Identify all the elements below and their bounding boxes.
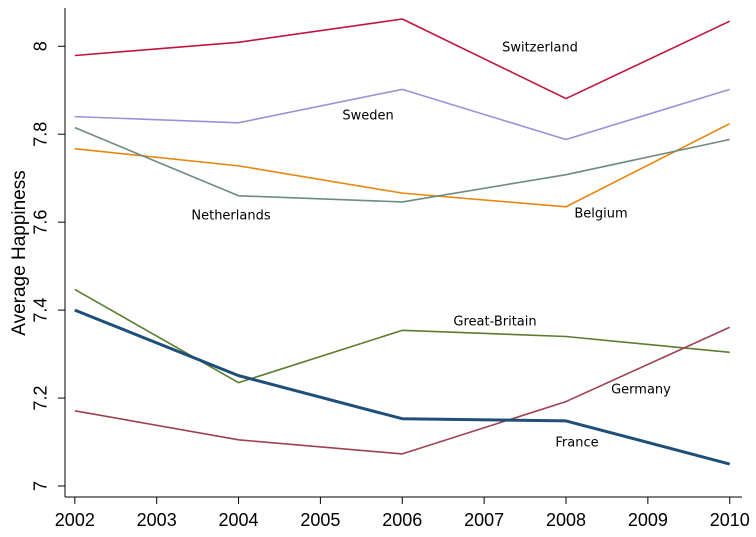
x-tick-label: 2007 — [464, 510, 504, 530]
x-tick-label: 2008 — [546, 510, 586, 530]
series-label: Switzerland — [502, 41, 578, 56]
x-tick-label: 2009 — [628, 510, 668, 530]
series-label: Netherlands — [191, 209, 270, 224]
x-tick-label: 2005 — [300, 510, 340, 530]
y-tick-label: 7.2 — [31, 386, 51, 411]
y-tick-label: 7 — [31, 481, 51, 491]
series-line — [74, 18, 731, 100]
y-tick-label: 7.8 — [31, 122, 51, 147]
y-tick-label: 8 — [31, 41, 51, 51]
y-tick-label: 7.6 — [31, 210, 51, 235]
series-line — [74, 88, 730, 141]
y-tick-label: 7.4 — [31, 298, 51, 323]
series-label: Belgium — [574, 207, 627, 222]
series-line — [74, 122, 731, 208]
series-line — [74, 126, 730, 203]
y-axis-title: Average Happiness — [9, 170, 30, 335]
series-line — [74, 326, 731, 455]
series-line — [74, 308, 731, 466]
series-line — [74, 288, 730, 384]
x-tick-label: 2004 — [219, 510, 259, 530]
series-label: Great-Britain — [453, 315, 536, 330]
x-tick-label: 2006 — [382, 510, 422, 530]
series-label: France — [555, 436, 598, 451]
x-tick-label: 2003 — [137, 510, 177, 530]
series-label: Sweden — [342, 109, 393, 124]
series-label: Germany — [611, 383, 671, 398]
x-tick-label: 2002 — [55, 510, 95, 530]
x-tick-label: 2010 — [710, 510, 750, 530]
